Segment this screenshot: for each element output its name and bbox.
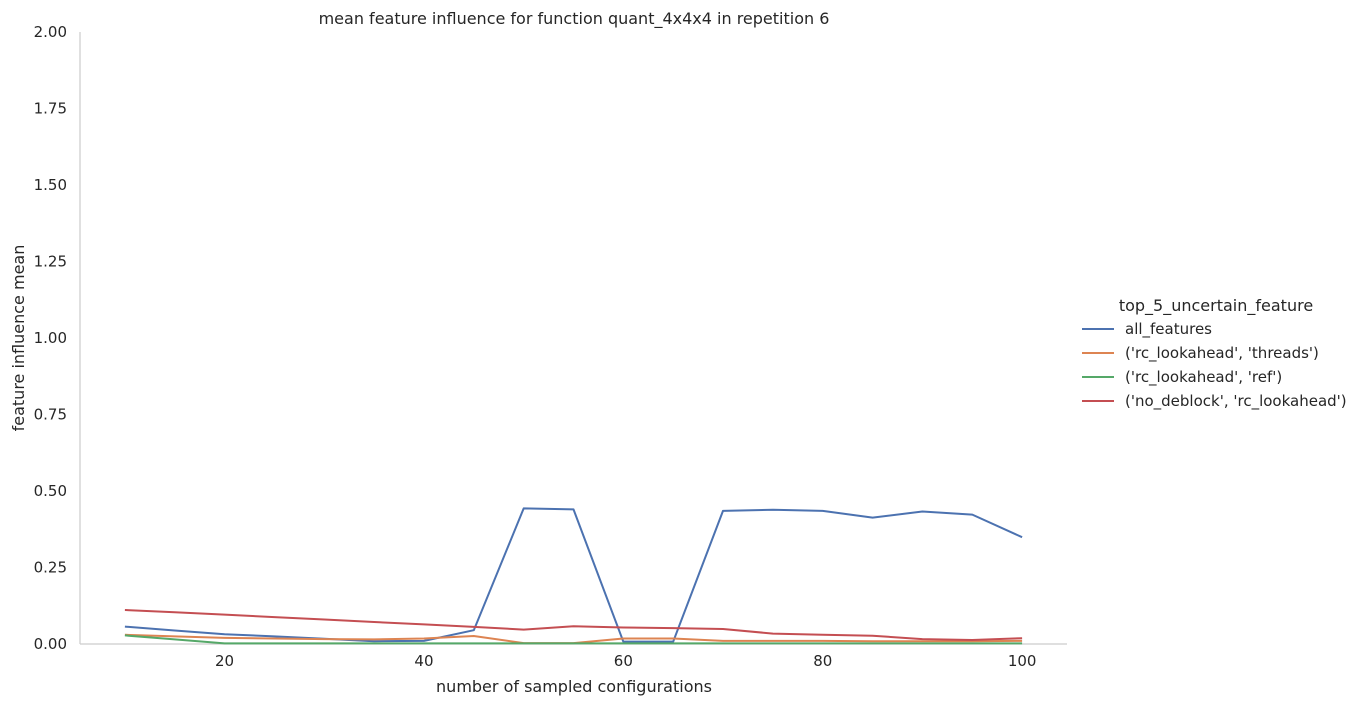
- y-tick-label: 1.75: [34, 100, 67, 118]
- x-tick-label: 40: [414, 652, 433, 670]
- chart-title: mean feature influence for function quan…: [319, 9, 830, 29]
- legend-title: top_5_uncertain_feature: [1119, 296, 1313, 316]
- legend: top_5_uncertain_feature all_features ('rc…: [1082, 296, 1347, 411]
- y-tick-label: 1.00: [34, 329, 67, 347]
- x-tick-label: 80: [813, 652, 832, 670]
- legend-entry: all_features: [1125, 320, 1212, 339]
- y-tick-label: 2.00: [34, 23, 67, 41]
- series-lines: [124, 507, 1023, 645]
- legend-items: all_features ('rc_lookahead', 'threads') (…: [1082, 320, 1347, 411]
- legend-entry: ('no_deblock', 'rc_lookahead'): [1125, 392, 1347, 411]
- y-tick-label: 0.75: [34, 406, 67, 424]
- y-tick-labels: 0.00 0.25 0.50 0.75 1.00 1.25 1.50 1.75 2.00: [34, 23, 67, 653]
- series-line: [124, 634, 1023, 645]
- x-tick-labels: 20 40 60 80 100: [215, 652, 1036, 670]
- x-tick-label: 100: [1008, 652, 1037, 670]
- series-line: [124, 507, 1023, 643]
- y-tick-label: 1.50: [34, 176, 67, 194]
- y-axis-label: feature influence mean: [9, 245, 28, 432]
- x-axis-label: number of sampled configurations: [436, 677, 712, 696]
- y-tick-label: 1.25: [34, 253, 67, 271]
- legend-entry: ('rc_lookahead', 'ref'): [1125, 368, 1282, 387]
- y-tick-label: 0.00: [34, 635, 67, 653]
- legend-entry: ('rc_lookahead', 'threads'): [1125, 344, 1319, 363]
- y-tick-label: 0.25: [34, 559, 67, 577]
- series-line: [124, 609, 1023, 641]
- x-tick-label: 20: [215, 652, 234, 670]
- y-tick-label: 0.50: [34, 482, 67, 500]
- x-tick-label: 60: [614, 652, 633, 670]
